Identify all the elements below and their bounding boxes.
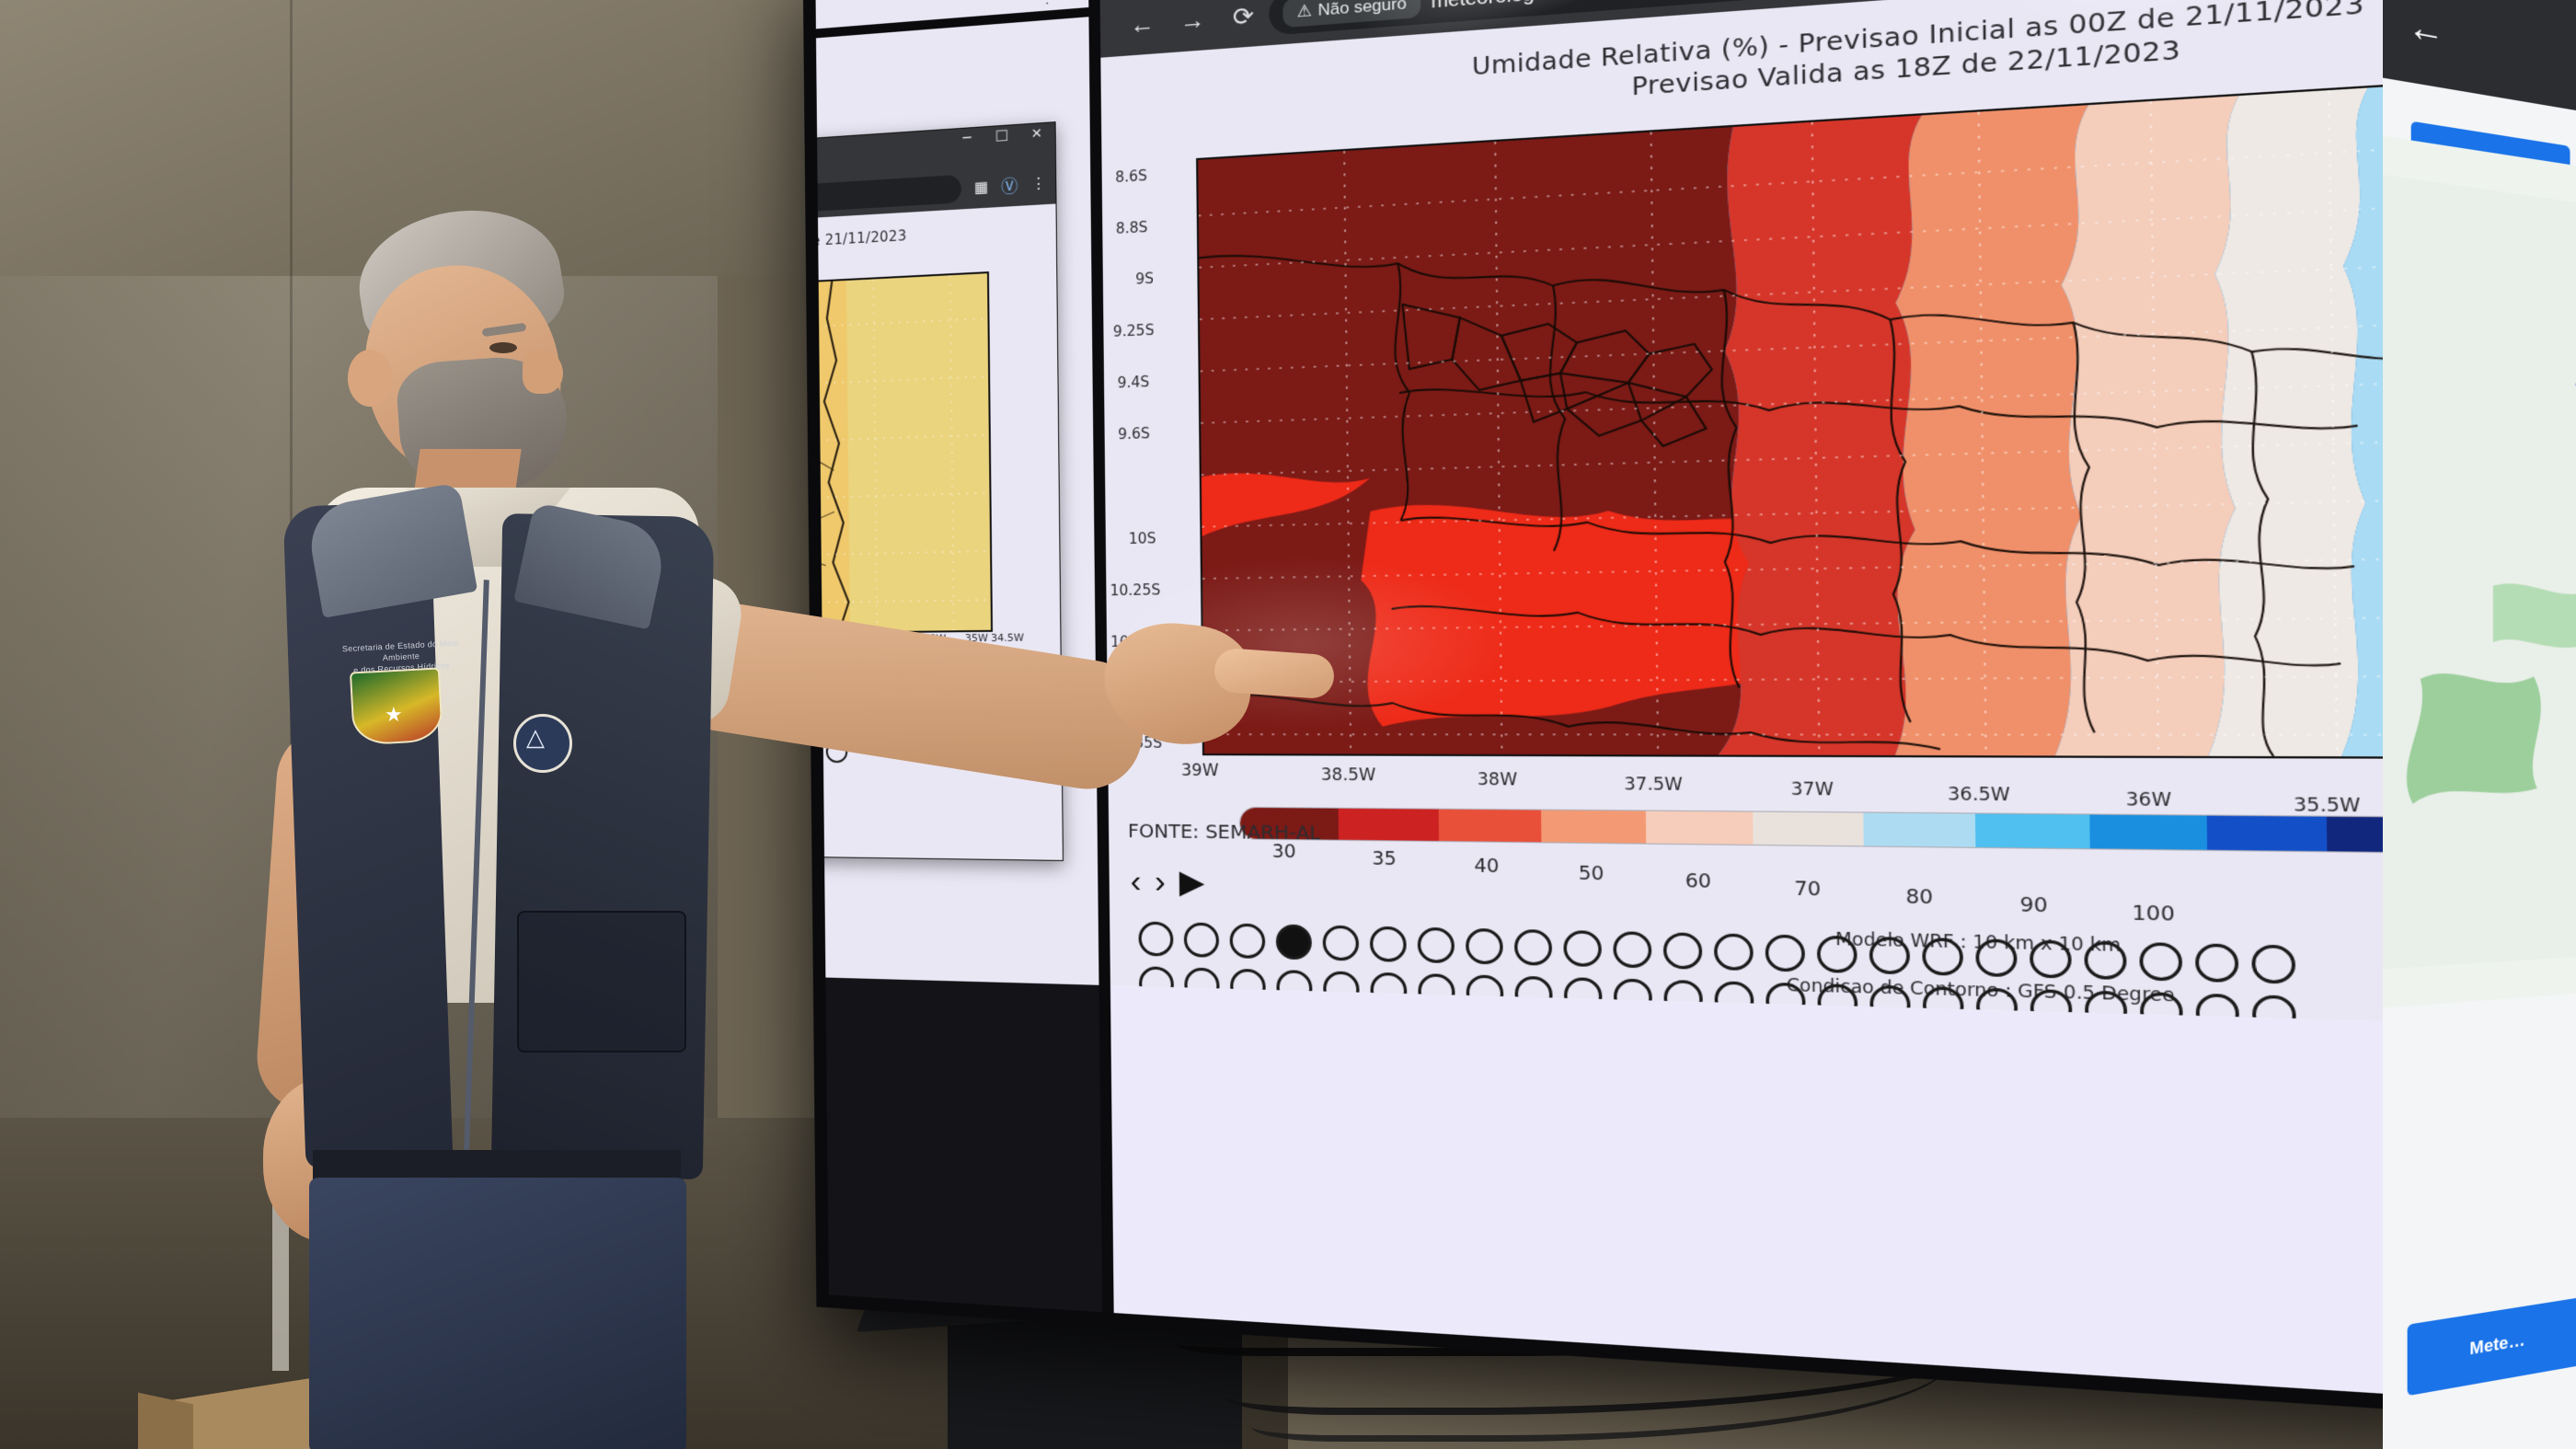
x-tick-label: 38.5W bbox=[1320, 765, 1376, 786]
window-controls-left[interactable]: − □ × bbox=[961, 123, 1041, 149]
video-wall: 1 2 5 10 15 20 Modelo WRF Condicao de Co… bbox=[802, 0, 2576, 1436]
frame-dot[interactable] bbox=[2194, 943, 2239, 983]
y-tick-label: 8.6S bbox=[1115, 167, 1148, 187]
x-tick-label: 37.5W bbox=[1624, 775, 1684, 796]
colorbar-tick: 50 bbox=[1578, 862, 1604, 885]
side-map bbox=[2383, 132, 2576, 1010]
weather-map-right bbox=[1196, 65, 2576, 760]
frame-dot[interactable] bbox=[2251, 944, 2296, 984]
frame-dot[interactable] bbox=[1322, 925, 1360, 961]
side-back-arrow-icon[interactable]: ← bbox=[2407, 5, 2444, 54]
menu-icon[interactable]: ⋮ bbox=[1030, 176, 1047, 193]
frame-dot[interactable] bbox=[1869, 936, 1911, 975]
humidity-field bbox=[1198, 87, 2224, 722]
polo-logo bbox=[513, 714, 572, 773]
side-panel-icon[interactable]: ▦ bbox=[973, 179, 989, 197]
frame-dot[interactable] bbox=[1514, 1022, 1554, 1035]
frame-dot[interactable] bbox=[1564, 1024, 1604, 1035]
back-button[interactable]: ← bbox=[1130, 8, 1156, 40]
frame-dot[interactable] bbox=[1369, 926, 1407, 962]
frame-dot[interactable] bbox=[1563, 977, 1603, 1015]
frame-dot[interactable] bbox=[2030, 989, 2073, 1029]
warning-triangle-icon: ⚠ bbox=[1296, 1, 1313, 21]
person-jeans bbox=[309, 1178, 686, 1449]
frame-dot[interactable] bbox=[1418, 972, 1455, 1010]
frame-dot[interactable] bbox=[1418, 1019, 1456, 1035]
frame-dot[interactable] bbox=[1465, 927, 1503, 965]
person-vest-pocket bbox=[517, 911, 686, 1052]
frame-dot[interactable] bbox=[1663, 979, 1703, 1018]
frame-dot[interactable] bbox=[2029, 939, 2072, 979]
frame-dot[interactable] bbox=[1816, 935, 1857, 973]
frame-dot[interactable] bbox=[1514, 975, 1553, 1013]
person-nose bbox=[523, 350, 563, 394]
forward-button[interactable]: → bbox=[1179, 4, 1206, 36]
page-right: Umidade Relativa (%) - Previsao Inicial … bbox=[1100, 0, 2576, 1035]
frame-dot[interactable] bbox=[1370, 972, 1408, 1009]
x-tick-label: 37W bbox=[1790, 779, 1834, 800]
x-tick-label: 38W bbox=[1477, 770, 1518, 790]
person-ear bbox=[348, 350, 392, 407]
frame-dot[interactable] bbox=[1613, 978, 1652, 1016]
frame-dot[interactable] bbox=[1563, 930, 1603, 968]
frame-dot[interactable] bbox=[1613, 931, 1652, 969]
x-tick-label: 36W bbox=[2125, 789, 2172, 811]
minimize-button[interactable]: − bbox=[961, 128, 972, 149]
side-button-bottom[interactable]: Mete… bbox=[2407, 1296, 2576, 1397]
colorbar-tick: 80 bbox=[1905, 885, 1934, 909]
colorbar-tick: 70 bbox=[1794, 878, 1822, 901]
colorbar-tick: 40 bbox=[1474, 855, 1500, 878]
person-eye bbox=[489, 342, 517, 353]
polo-logo-glyph: △ bbox=[526, 723, 545, 751]
frame-dot[interactable] bbox=[1662, 932, 1703, 970]
screen-panel-right: WRF - GFS - SEMARH/ × Umidade Relativa d… bbox=[1098, 0, 2576, 1420]
frame-dot[interactable] bbox=[1975, 987, 2018, 1027]
frame-dot[interactable] bbox=[2139, 992, 2183, 1031]
frame-dot[interactable] bbox=[2251, 995, 2296, 1035]
close-button[interactable]: × bbox=[1030, 123, 1042, 144]
frame-dot[interactable] bbox=[1323, 971, 1360, 1007]
video-wall-screens: 1 2 5 10 15 20 Modelo WRF Condicao de Co… bbox=[815, 0, 2576, 1420]
x-tick-label: 36.5W bbox=[1947, 784, 2011, 806]
frame-dot[interactable] bbox=[1466, 1020, 1504, 1035]
frame-dot[interactable] bbox=[2195, 993, 2240, 1033]
frame-dot[interactable] bbox=[1817, 983, 1858, 1022]
frame-dot[interactable] bbox=[1765, 934, 1806, 972]
person-index-finger bbox=[1213, 647, 1336, 700]
floor-cable-3 bbox=[1251, 1316, 1950, 1442]
frame-dot[interactable] bbox=[2084, 940, 2127, 981]
frame-dot[interactable] bbox=[1765, 982, 1806, 1020]
frame-dot[interactable] bbox=[1975, 938, 2018, 978]
browser-window-right: WRF - GFS - SEMARH/ × Umidade Relativa d… bbox=[1099, 0, 2576, 1035]
person-meteorologist: Secretaria de Estado do Meio Ambiente e d… bbox=[253, 196, 1336, 1449]
side-display: ← H… Mete… bbox=[2383, 0, 2576, 1449]
side-map-graphics bbox=[2407, 133, 2576, 804]
frame-dot[interactable] bbox=[1466, 974, 1504, 1012]
frame-dot[interactable] bbox=[1714, 981, 1754, 1019]
frame-dot[interactable] bbox=[1713, 933, 1754, 972]
frame-dot[interactable] bbox=[2084, 990, 2128, 1030]
frame-dot[interactable] bbox=[1417, 926, 1455, 964]
x-tick-label: 35.5W bbox=[2293, 795, 2361, 818]
colorbar-tick: 60 bbox=[1685, 869, 1712, 893]
frame-dot[interactable] bbox=[1513, 928, 1553, 966]
profile-icon[interactable]: Ⓥ bbox=[1001, 177, 1018, 197]
frame-dot[interactable] bbox=[2139, 942, 2183, 982]
frame-dot[interactable] bbox=[1922, 986, 1964, 1025]
colorbar-right bbox=[1239, 807, 2450, 853]
reload-button[interactable]: ⟳ bbox=[1232, 0, 1255, 31]
frame-dot[interactable] bbox=[1922, 937, 1964, 976]
frame-dot[interactable] bbox=[1370, 1018, 1408, 1035]
maximize-button[interactable]: □ bbox=[995, 125, 1007, 146]
frame-dot[interactable] bbox=[1869, 984, 1911, 1024]
frame-dot[interactable] bbox=[1323, 1017, 1361, 1035]
colorbar-tick: 35 bbox=[1372, 847, 1397, 870]
